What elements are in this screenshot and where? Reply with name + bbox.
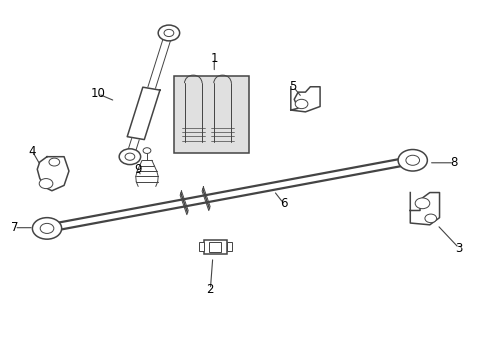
Circle shape <box>125 153 135 160</box>
Bar <box>209 242 221 252</box>
Polygon shape <box>37 157 69 191</box>
Circle shape <box>295 99 307 109</box>
Text: 4: 4 <box>29 145 36 158</box>
Circle shape <box>40 224 54 233</box>
Polygon shape <box>127 87 160 140</box>
Bar <box>203 240 226 253</box>
Text: 6: 6 <box>279 197 286 210</box>
Circle shape <box>49 158 60 166</box>
Circle shape <box>119 149 141 165</box>
Polygon shape <box>290 87 320 112</box>
Circle shape <box>424 214 436 223</box>
Circle shape <box>143 148 151 153</box>
Circle shape <box>158 25 179 41</box>
Bar <box>173 76 249 153</box>
Circle shape <box>32 218 61 239</box>
Polygon shape <box>409 193 439 225</box>
Text: 5: 5 <box>289 80 296 93</box>
Text: 9: 9 <box>134 163 142 176</box>
Circle shape <box>39 179 53 189</box>
Bar <box>226 242 231 251</box>
Circle shape <box>414 198 429 209</box>
Text: 8: 8 <box>449 156 457 169</box>
Bar <box>198 242 203 251</box>
Circle shape <box>397 149 427 171</box>
Text: 10: 10 <box>91 87 105 100</box>
Circle shape <box>405 155 419 165</box>
Text: 1: 1 <box>210 51 218 64</box>
Text: 7: 7 <box>11 221 18 234</box>
Text: 3: 3 <box>454 242 462 255</box>
Text: 2: 2 <box>206 283 214 296</box>
Circle shape <box>163 30 173 37</box>
